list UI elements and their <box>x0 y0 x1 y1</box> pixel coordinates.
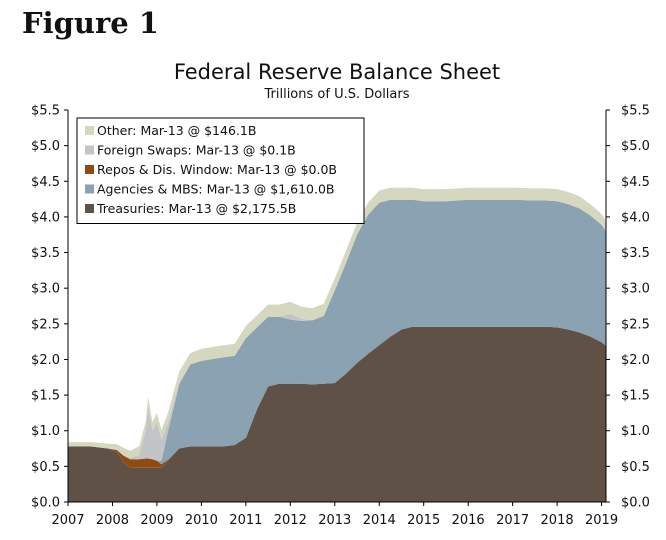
y-tick-label-left: $2.0 <box>31 353 60 368</box>
y-tick-label-right: $2.0 <box>621 353 650 368</box>
legend-entry-label: Agencies & MBS: Mar-13 @ $1,610.0B <box>97 182 335 197</box>
legend-swatch <box>85 204 94 213</box>
area-series-treasuries <box>68 326 606 502</box>
y-tick-label-left: $5.0 <box>31 139 60 154</box>
y-tick-label-left: $3.5 <box>31 246 60 261</box>
y-tick-label-left: $5.5 <box>31 104 60 119</box>
y-tick-label-left: $4.0 <box>31 210 60 225</box>
legend-entry-label: Other: Mar-13 @ $146.1B <box>97 123 256 138</box>
area-series-agencies-mbs <box>68 199 606 465</box>
y-tick-label-left: $1.5 <box>31 389 60 404</box>
legend-swatch <box>85 126 94 135</box>
legend-swatch <box>85 165 94 174</box>
legend-entry-label: Treasuries: Mar-13 @ $2,175.5B <box>96 201 296 216</box>
chart-title: Federal Reserve Balance Sheet <box>174 60 500 84</box>
legend-entry-label: Repos & Dis. Window: Mar-13 @ $0.0B <box>97 162 337 177</box>
y-tick-label-left: $1.0 <box>31 424 60 439</box>
y-tick-label-right: $1.0 <box>621 424 650 439</box>
x-tick-label: 2013 <box>318 513 351 528</box>
x-tick-label: 2019 <box>585 513 618 528</box>
x-tick-label: 2015 <box>407 513 440 528</box>
y-tick-label-right: $3.0 <box>621 282 650 297</box>
legend-box <box>76 117 365 224</box>
stacked-area-series <box>68 187 606 502</box>
legend-swatch <box>85 184 94 194</box>
legend-swatch <box>85 145 94 155</box>
y-tick-label-left: $0.0 <box>31 496 60 511</box>
x-tick-label: 2017 <box>496 513 529 528</box>
x-tick-label: 2010 <box>185 513 218 528</box>
x-tick-label: 2018 <box>541 513 574 528</box>
y-tick-label-right: $5.5 <box>621 104 650 119</box>
y-tick-label-right: $2.5 <box>621 317 650 332</box>
y-tick-label-right: $1.5 <box>621 389 650 404</box>
x-tick-label: 2007 <box>51 513 84 528</box>
y-tick-label-right: $4.5 <box>621 175 650 190</box>
y-tick-label-right: $0.5 <box>621 460 650 475</box>
y-tick-label-left: $2.5 <box>31 317 60 332</box>
x-tick-label: 2008 <box>96 513 129 528</box>
y-tick-label-right: $3.5 <box>621 246 650 261</box>
chart-legend: Other: Mar-13 @ $146.1B Foreign Swaps: Ma… <box>76 117 365 224</box>
x-tick-label: 2016 <box>452 513 485 528</box>
figure-label: Figure 1 <box>22 6 159 40</box>
y-tick-label-left: $3.0 <box>31 282 60 297</box>
y-tick-label-left: $0.5 <box>31 460 60 475</box>
x-tick-label: 2014 <box>363 513 396 528</box>
chart-axes: $0.0 $0.0 $0.5 $0.5 $1.0 $1.0 $1.5 $1.5 $2.0 $2.0… <box>31 104 650 529</box>
y-tick-label-right: $5.0 <box>621 139 650 154</box>
legend-entry-label: Foreign Swaps: Mar-13 @ $0.1B <box>97 143 296 158</box>
x-tick-label: 2012 <box>274 513 307 528</box>
x-tick-label: 2009 <box>140 513 173 528</box>
y-tick-label-right: $4.0 <box>621 210 650 225</box>
x-tick-label: 2011 <box>229 513 262 528</box>
chart-subtitle: Trillions of U.S. Dollars <box>263 87 409 102</box>
y-tick-label-right: $0.0 <box>621 496 650 511</box>
y-tick-label-left: $4.5 <box>31 175 60 190</box>
